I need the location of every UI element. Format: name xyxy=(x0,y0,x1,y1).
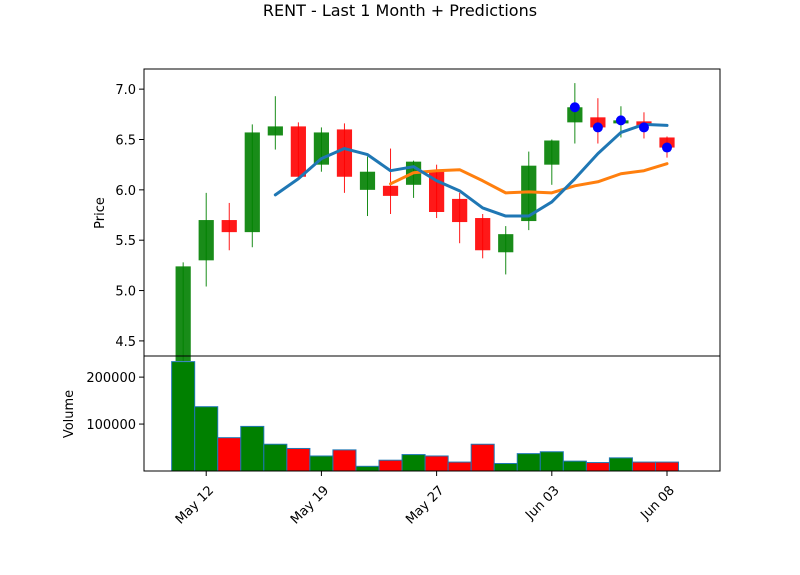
volume-bar xyxy=(171,361,196,472)
candle-body xyxy=(659,137,675,148)
candle-body xyxy=(221,220,237,233)
candle-body xyxy=(452,198,468,223)
volume-bar xyxy=(631,461,656,472)
volume-bar xyxy=(424,455,449,472)
price-y-tick-label: 4.5 xyxy=(115,335,136,350)
candle-body xyxy=(267,126,283,136)
volume-bar xyxy=(470,443,495,472)
candle-body xyxy=(336,129,353,177)
candle-body xyxy=(244,132,260,233)
prediction-point xyxy=(569,102,580,113)
volume-panel-border xyxy=(143,355,721,472)
candle-body xyxy=(198,220,214,261)
volume-panel: 100000 200000 Volume xyxy=(62,355,721,472)
prediction-point xyxy=(615,115,626,126)
candle-body xyxy=(498,234,514,253)
x-tick-label: May 19 xyxy=(288,483,332,527)
volume-bar xyxy=(447,461,472,472)
candle-body xyxy=(544,140,560,165)
volume-bar xyxy=(493,462,518,472)
candles-group xyxy=(175,83,675,362)
candle-body xyxy=(521,165,537,222)
chart-title: RENT - Last 1 Month + Predictions xyxy=(263,1,537,20)
volume-bar xyxy=(539,451,564,472)
candle-body xyxy=(567,107,583,123)
candle-body xyxy=(590,117,606,128)
prediction-points xyxy=(569,102,673,153)
volume-bar xyxy=(240,425,265,472)
price-axis-label: Price xyxy=(93,197,108,229)
volume-y-tick-label: 100000 xyxy=(86,418,136,433)
volume-y-tick-label: 200000 xyxy=(86,371,136,386)
candle-body xyxy=(475,218,491,251)
volume-bar xyxy=(194,406,219,472)
candle-body xyxy=(382,185,399,196)
volume-y-axis: 100000 200000 xyxy=(86,371,144,433)
x-tick-label: May 27 xyxy=(403,483,447,527)
candle-body xyxy=(175,266,191,362)
price-y-tick-label: 7.0 xyxy=(115,83,136,98)
moving-average-long-line xyxy=(389,162,669,195)
volume-bar xyxy=(562,460,587,472)
volume-axis-label: Volume xyxy=(62,390,77,438)
price-y-axis: 4.5 5.0 5.5 6.0 6.5 7.0 xyxy=(115,83,144,350)
volume-bar xyxy=(263,443,288,472)
prediction-point xyxy=(662,142,673,153)
x-axis: May 12 May 19 May 27 Jun 03 Jun 08 xyxy=(173,471,678,527)
candle-body xyxy=(290,126,306,177)
volume-bar xyxy=(401,454,426,472)
price-panel-frame xyxy=(144,69,720,356)
x-tick-label: Jun 08 xyxy=(638,483,678,523)
prediction-point xyxy=(638,122,649,133)
candle-body xyxy=(359,171,376,190)
price-y-tick-label: 5.0 xyxy=(115,285,136,300)
price-y-tick-label: 6.0 xyxy=(115,184,136,199)
price-y-tick-label: 6.5 xyxy=(115,133,136,148)
volume-bar xyxy=(217,437,242,472)
volume-bar xyxy=(516,453,541,472)
volume-bar xyxy=(654,461,680,472)
x-tick-label: Jun 03 xyxy=(522,483,562,523)
prediction-point xyxy=(592,122,603,133)
volume-bar xyxy=(286,447,311,472)
x-tick-label: May 12 xyxy=(173,483,217,527)
price-y-tick-label: 5.5 xyxy=(115,234,136,249)
moving-average-short-line xyxy=(273,122,669,218)
volume-bar xyxy=(309,455,334,472)
volume-bar xyxy=(378,459,403,472)
price-panel: 4.5 5.0 5.5 6.0 6.5 7.0 Price xyxy=(93,68,721,362)
volume-bars-group xyxy=(171,361,680,472)
volume-bar xyxy=(332,449,357,472)
volume-bar xyxy=(608,457,633,472)
volume-bar xyxy=(585,462,610,472)
volume-bar xyxy=(355,465,380,472)
